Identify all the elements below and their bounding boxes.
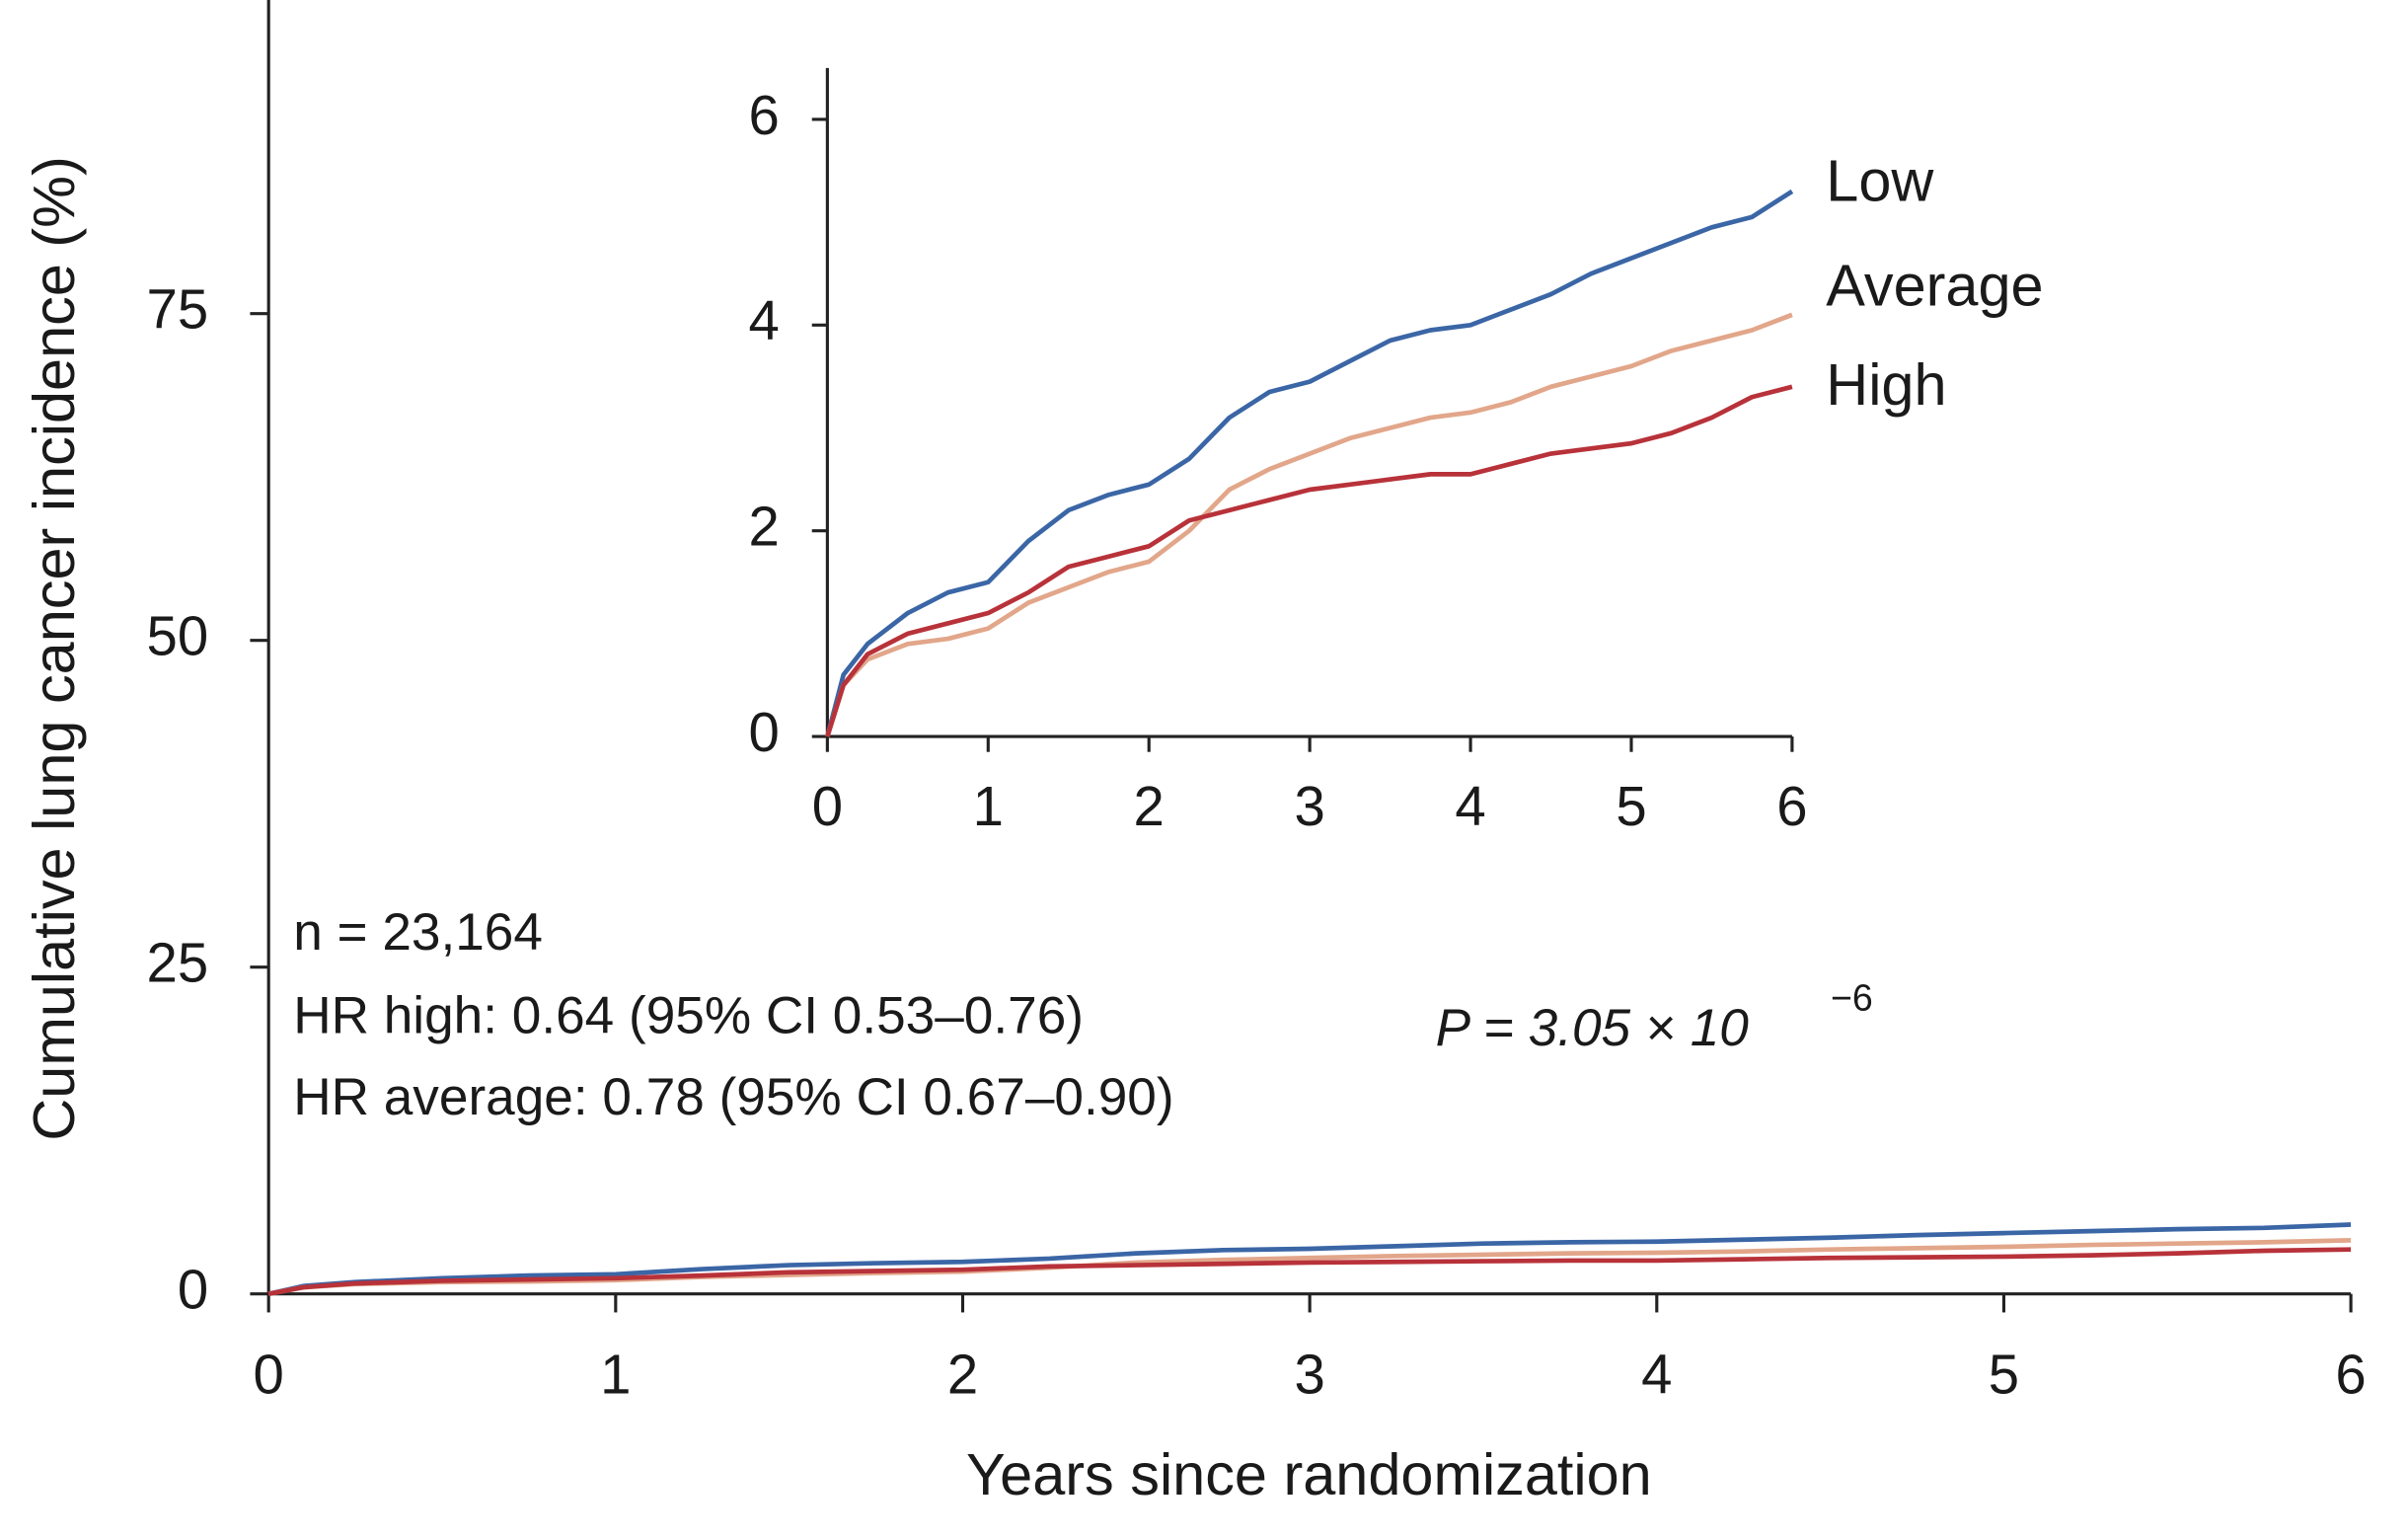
- x-tick-label: 2: [947, 1344, 978, 1406]
- x-tick-label: 3: [1294, 775, 1324, 837]
- annotation: HR average: 0.78 (95% CI 0.67–0.90): [293, 1068, 1173, 1126]
- series-line: [825, 384, 1793, 737]
- x-tick-label: 0: [254, 1344, 284, 1406]
- y-tick-label: 6: [749, 84, 780, 146]
- x-tick-label: 5: [1616, 775, 1646, 837]
- y-tick-label: 2: [749, 496, 780, 558]
- series-line: [825, 189, 1794, 737]
- x-tick-label: 4: [1641, 1344, 1672, 1406]
- x-tick-label: 0: [812, 775, 843, 837]
- series-line: [267, 1222, 2352, 1296]
- y-axis-title: Cumulative lung cancer incidence (%): [21, 156, 87, 1140]
- series-line: [267, 1247, 2352, 1296]
- annotation: n = 23,164: [293, 903, 543, 962]
- series-line: [825, 312, 1793, 737]
- x-tick-label: 5: [1989, 1344, 2019, 1406]
- y-tick-label: 50: [147, 605, 209, 667]
- y-tick-label: 75: [147, 278, 209, 341]
- x-tick-label: 1: [973, 775, 1004, 837]
- x-tick-label: 6: [2335, 1344, 2366, 1406]
- p-value-exponent: −6: [1831, 976, 1873, 1018]
- legend-label: High: [1826, 351, 1946, 418]
- y-tick-label: 4: [749, 289, 780, 351]
- legend-label: Average: [1826, 253, 2043, 319]
- x-tick-label: 1: [600, 1344, 631, 1406]
- x-tick-label: 2: [1134, 775, 1165, 837]
- legend-label: Low: [1826, 147, 1934, 213]
- x-tick-label: 3: [1294, 1344, 1324, 1406]
- p-value: P = 3.05 × 10: [1436, 999, 1750, 1057]
- y-tick-label: 0: [178, 1259, 208, 1321]
- x-axis-title: Years since randomization: [966, 1441, 1652, 1507]
- y-tick-label: 25: [147, 932, 209, 994]
- annotation: HR high: 0.64 (95% CI 0.53–0.76): [293, 986, 1084, 1044]
- y-tick-label: 0: [749, 701, 780, 763]
- x-tick-label: 6: [1776, 775, 1807, 837]
- x-tick-label: 4: [1455, 775, 1485, 837]
